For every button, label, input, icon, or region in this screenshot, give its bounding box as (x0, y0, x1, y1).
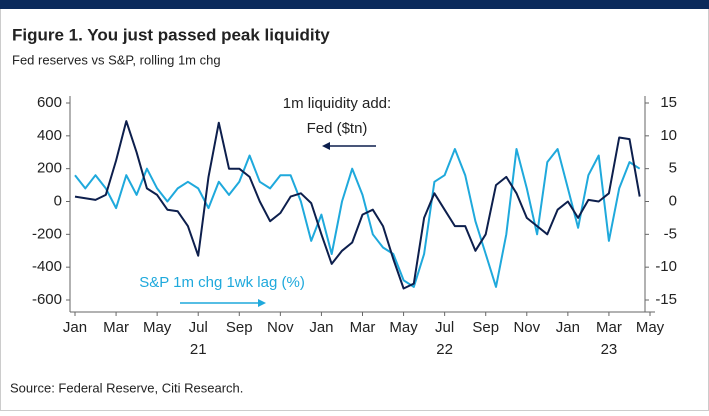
x-year-label: 22 (436, 341, 453, 358)
y2-tick-label: -15 (655, 291, 677, 308)
top-bar (0, 0, 709, 9)
y-tick-label: 200 (37, 160, 62, 177)
y2-tick-label: -5 (664, 225, 677, 242)
x-tick-label: Jul (189, 319, 208, 336)
x-tick-label: Mar (350, 319, 376, 336)
chart-subtitle: Fed reserves vs S&P, rolling 1m chg (12, 52, 221, 67)
legend-arrow-head (322, 142, 330, 150)
y-tick-label: 400 (37, 127, 62, 144)
y2-tick-label: 5 (669, 160, 677, 177)
x-tick-label: Nov (267, 319, 294, 336)
legend-fed: Fed ($tn) (307, 120, 368, 137)
x-tick-label: Sep (226, 319, 253, 336)
y-tick-label: 600 (37, 94, 62, 111)
legend-sp: S&P 1m chg 1wk lag (%) (139, 274, 305, 291)
y2-tick-label: 15 (660, 94, 677, 111)
x-tick-label: Sep (472, 319, 499, 336)
x-tick-label: May (143, 319, 172, 336)
series-line (74, 148, 641, 288)
x-tick-label: Nov (513, 319, 540, 336)
x-tick-label: Mar (103, 319, 129, 336)
y-tick-label: -600 (32, 291, 62, 308)
legend-arrow-head (258, 299, 266, 307)
source: Source: Federal Reserve, Citi Research. (10, 380, 243, 395)
y-tick-label: -200 (32, 225, 62, 242)
x-tick-label: Jul (435, 319, 454, 336)
x-tick-label: Jan (556, 319, 580, 336)
y-tick-label: -400 (32, 258, 62, 275)
x-tick-label: May (389, 319, 418, 336)
y-tick-label: 0 (54, 192, 62, 209)
y2-tick-label: -10 (655, 258, 677, 275)
chart-title: Figure 1. You just passed peak liquidity (12, 25, 330, 44)
x-tick-label: Jan (309, 319, 333, 336)
series-line (74, 120, 641, 290)
annotation: 1m liquidity add: (283, 95, 391, 112)
y2-tick-label: 0 (669, 192, 677, 209)
x-tick-label: Jan (63, 319, 87, 336)
x-year-label: 21 (190, 341, 207, 358)
y2-tick-label: 10 (660, 127, 677, 144)
x-tick-label: Mar (596, 319, 622, 336)
x-tick-label: May (636, 319, 665, 336)
x-year-label: 23 (601, 341, 618, 358)
